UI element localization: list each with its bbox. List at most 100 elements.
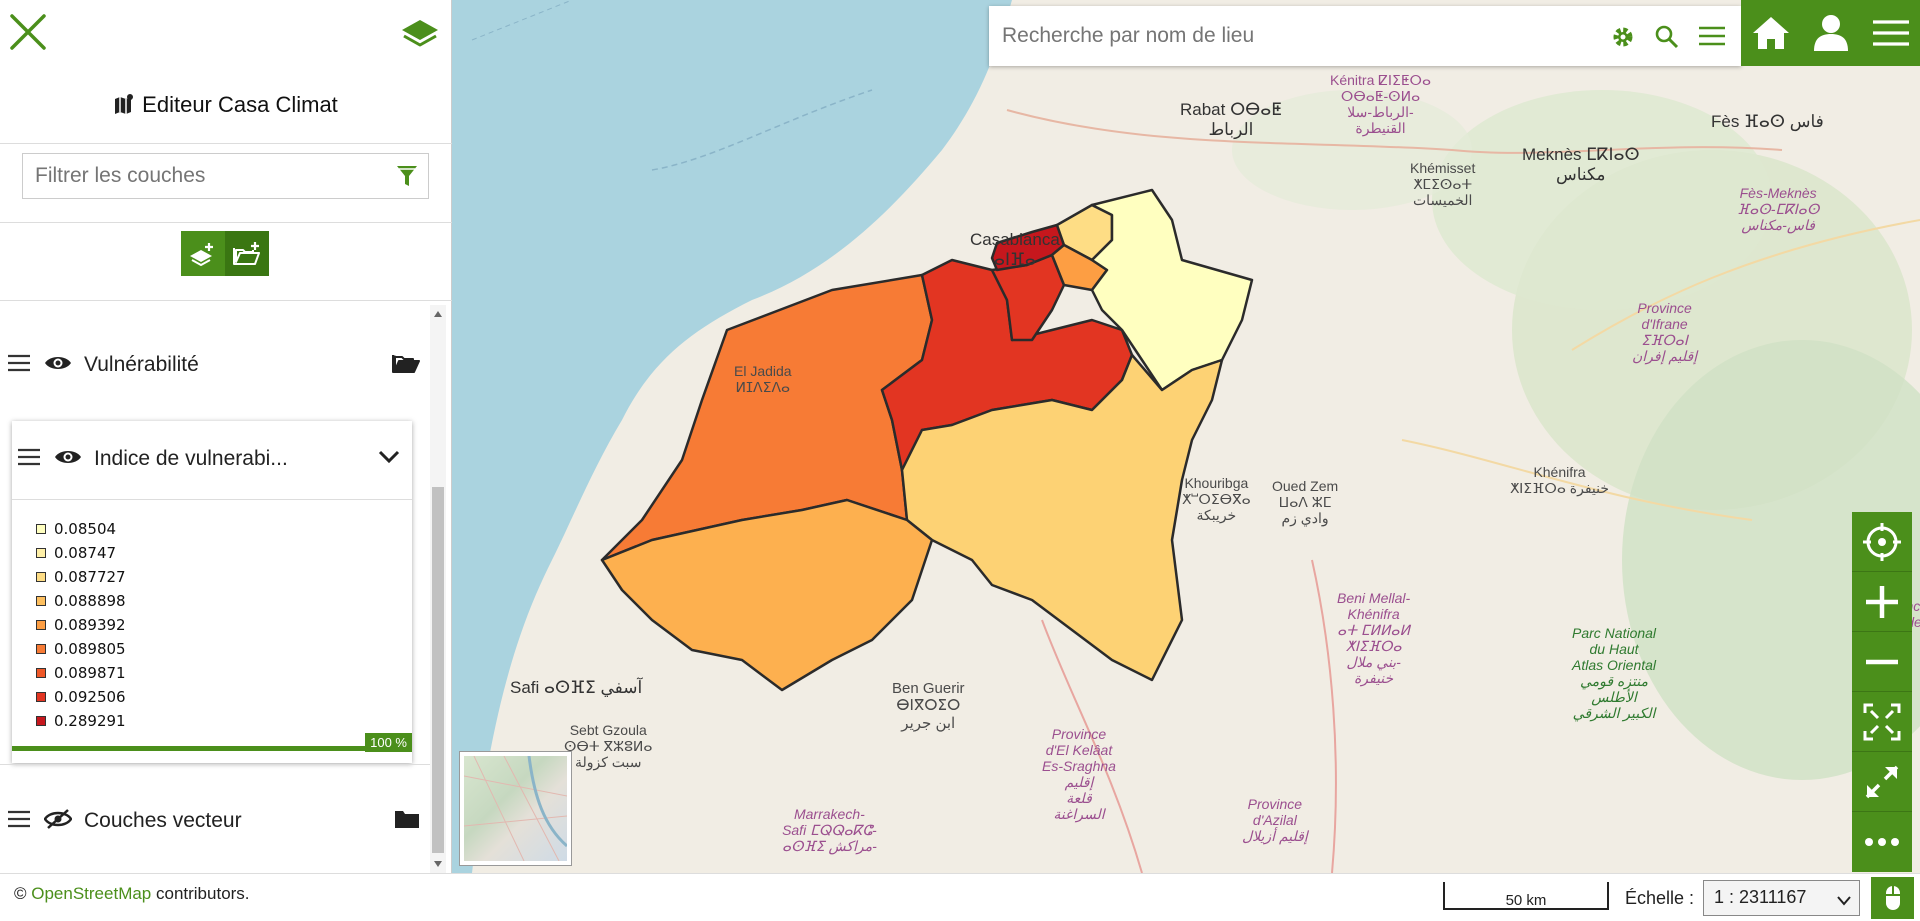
drag-handle-icon[interactable] — [18, 448, 40, 471]
legend-item: 0.092506 — [36, 685, 126, 709]
layer-group-label: Vulnérabilité — [84, 353, 199, 376]
place-search-input[interactable] — [989, 6, 1569, 66]
layer-actions — [181, 231, 269, 276]
map-attribution: © OpenStreetMap contributors. — [14, 884, 250, 904]
hamburger-icon — [1872, 20, 1909, 46]
locate-icon — [1863, 522, 1901, 561]
region-khouribga — [900, 353, 1224, 682]
menu-list-icon[interactable] — [1699, 25, 1725, 52]
zoom-extent-button[interactable] — [1852, 692, 1912, 752]
label-elkelaat: Province d'El Kelâat Es-Sraghna إقليم قل… — [1042, 726, 1116, 823]
label-parc: Parc National du Haut Atlas Oriental منت… — [1572, 625, 1657, 722]
search-icon[interactable] — [1655, 25, 1679, 54]
chevron-down-icon[interactable] — [378, 450, 400, 469]
layer-group-couches-vecteur[interactable]: Couches vecteur — [0, 801, 430, 841]
label-safi: Safi ⴰⵙⴼⵉ آسفي — [510, 678, 643, 697]
layer-label: Indice de vulnerabi... — [94, 447, 288, 470]
scroll-down-icon[interactable] — [434, 861, 442, 867]
legend-item: 0.089392 — [36, 613, 126, 637]
attribution-suffix: contributors. — [151, 884, 250, 903]
label-meknes: Meknès ⵎⴽⵏⴰⵙ مكناس — [1522, 145, 1640, 184]
legend-item: 0.289291 — [36, 709, 126, 733]
home-button[interactable] — [1741, 0, 1801, 66]
close-icon[interactable] — [8, 12, 48, 52]
plus-icon — [1866, 585, 1898, 618]
add-group-button[interactable] — [225, 231, 269, 276]
legend-item: 0.088898 — [36, 589, 126, 613]
editor-title: Editeur Casa Climat — [0, 92, 452, 121]
overview-map[interactable] — [459, 751, 572, 866]
eye-slash-icon[interactable] — [43, 808, 73, 835]
add-layer-button[interactable] — [181, 231, 225, 276]
label-rabat: Rabat ⵔⴱⴰⵟ الرباط — [1180, 100, 1282, 139]
layer-group-vulnerabilite[interactable]: Vulnérabilité — [0, 345, 430, 385]
legend-value: 0.087727 — [54, 568, 126, 586]
gear-icon[interactable] — [1611, 25, 1635, 54]
layer-indice-header[interactable]: Indice de vulnerabi... — [12, 439, 412, 479]
legend-swatch — [36, 524, 46, 534]
chevron-down-icon — [1837, 890, 1851, 911]
layer-filter[interactable] — [22, 153, 429, 199]
drag-handle-icon[interactable] — [8, 810, 30, 833]
legend-value: 0.089392 — [54, 616, 126, 634]
scroll-up-icon[interactable] — [434, 311, 442, 317]
progress-fill — [12, 746, 412, 751]
label-azilal: Province d'Azilal إقليم أزيلال — [1242, 796, 1308, 845]
label-casablanca: Casablanca ⴰⵏⴼⴰ — [970, 230, 1060, 269]
more-tools-button[interactable] — [1852, 812, 1912, 872]
main-menu-button[interactable] — [1861, 0, 1920, 66]
eye-icon[interactable] — [44, 354, 72, 377]
scale-label: Échelle : — [1625, 888, 1695, 908]
label-fes: Fès ⴼⴰⵙ فاس — [1711, 112, 1824, 131]
locate-button[interactable] — [1852, 512, 1912, 572]
label-eljadida: El Jadida ⵍⵊⴷⵉⴷⴰ — [734, 363, 792, 396]
legend-swatch — [36, 668, 46, 678]
label-benguerir: Ben Guerir ⴱⵏⴳⵔⵉⵔ ابن جرير — [892, 680, 965, 732]
scale-select[interactable]: 1 : 2311167 — [1703, 880, 1860, 916]
divider — [0, 764, 430, 765]
user-icon — [1814, 15, 1848, 51]
mouse-position-button[interactable] — [1871, 877, 1914, 919]
layer-tree-scrollbar[interactable] — [430, 305, 446, 873]
drag-handle-icon[interactable] — [8, 354, 30, 377]
legend-value: 0.092506 — [54, 688, 126, 706]
legend-item: 0.089805 — [36, 637, 126, 661]
label-ifrane: Province d'Ifrane ⵉⴼⵔⴰⵏ إقليم إفران — [1632, 300, 1698, 365]
layer-filter-input[interactable] — [23, 154, 383, 198]
overview-map-thumbnail — [464, 756, 567, 861]
status-bar: © OpenStreetMap contributors. 50 km Éche… — [0, 873, 1920, 921]
fullscreen-button[interactable] — [1852, 752, 1912, 812]
label-khouribga: Khouribga ⵅⵯⵔⵉⴱⴳⴰ خريبكة — [1182, 475, 1251, 524]
home-icon — [1753, 17, 1789, 49]
legend-swatch — [36, 596, 46, 606]
legend-value: 0.08504 — [54, 520, 117, 538]
divider — [0, 143, 452, 144]
map-canvas[interactable]: Rabat ⵔⴱⴰⵟ الرباط Kénitra ⵇⵏⵉⵟⵔⴰ ⵔⴱⴰⵟ-ⵙⵍ… — [452, 0, 1920, 873]
region-benslimane — [1090, 188, 1254, 392]
zoom-out-button[interactable] — [1852, 632, 1912, 692]
zoom-in-button[interactable] — [1852, 572, 1912, 632]
divider — [0, 222, 452, 223]
filter-icon[interactable] — [396, 164, 418, 193]
user-button[interactable] — [1801, 0, 1861, 66]
layers-stack-icon[interactable] — [400, 16, 440, 56]
scale-select-value: 1 : 2311167 — [1714, 887, 1807, 907]
legend-item: 0.087727 — [36, 565, 126, 589]
expand-icon — [1865, 765, 1899, 798]
scrollbar-thumb[interactable] — [432, 487, 444, 853]
openstreetmap-link[interactable]: OpenStreetMap — [31, 884, 152, 903]
layer-card-indice: Indice de vulnerabi... 0.08504 0.08747 0.0… — [12, 421, 412, 763]
legend-value: 0.088898 — [54, 592, 126, 610]
label-fes-meknes: Fès-Meknès ⴼⴰⵙ-ⵎⴽⵏⴰⵙ فاس-مكناس — [1737, 185, 1820, 234]
legend-value: 0.089871 — [54, 664, 126, 682]
eye-icon[interactable] — [54, 448, 82, 471]
place-search-bar — [989, 6, 1741, 66]
layers-sidebar: Editeur Casa Climat — [0, 0, 452, 873]
folder-open-icon[interactable] — [392, 352, 420, 379]
divider — [12, 499, 412, 500]
region-sidi-bennour — [600, 498, 934, 692]
folder-icon[interactable] — [394, 809, 420, 834]
map-svg — [452, 0, 1920, 873]
legend-value: 0.289291 — [54, 712, 126, 730]
